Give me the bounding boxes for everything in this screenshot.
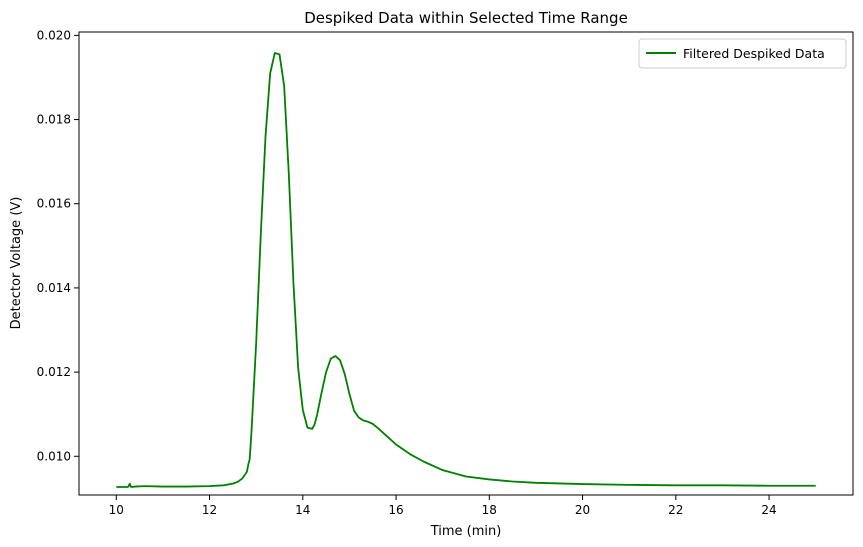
y-tick-label: 0.014 bbox=[37, 281, 71, 295]
axes-frame bbox=[78, 31, 854, 496]
plot-area: 10 12 14 16 18 20 22 24 0.010 0.012 0.014 0.016 0.01… bbox=[37, 28, 854, 517]
legend-entry-label: Filtered Despiked Data bbox=[683, 46, 825, 61]
legend-box bbox=[638, 38, 847, 69]
x-tick-label: 22 bbox=[668, 503, 683, 517]
y-tick-label: 0.016 bbox=[37, 197, 71, 211]
y-tick-label: 0.020 bbox=[37, 28, 71, 42]
y-tick-label: 0.010 bbox=[37, 449, 71, 463]
y-axis-label: Detector Voltage (V) bbox=[9, 197, 24, 330]
series-line-0 bbox=[116, 52, 816, 488]
y-tick-label: 0.012 bbox=[37, 365, 71, 379]
x-tick-label: 20 bbox=[575, 503, 590, 517]
chart-title: Despiked Data within Selected Time Range bbox=[304, 9, 628, 27]
x-tick-label: 16 bbox=[388, 503, 403, 517]
x-tick-label: 14 bbox=[295, 503, 310, 517]
x-tick-label: 24 bbox=[761, 503, 776, 517]
legend: Filtered Despiked Data bbox=[638, 38, 847, 69]
y-tick-label: 0.018 bbox=[37, 113, 71, 127]
x-tick-label: 10 bbox=[109, 503, 124, 517]
x-tick-label: 18 bbox=[482, 503, 497, 517]
x-axis-label: Time (min) bbox=[430, 524, 502, 539]
x-tick-label: 12 bbox=[202, 503, 217, 517]
